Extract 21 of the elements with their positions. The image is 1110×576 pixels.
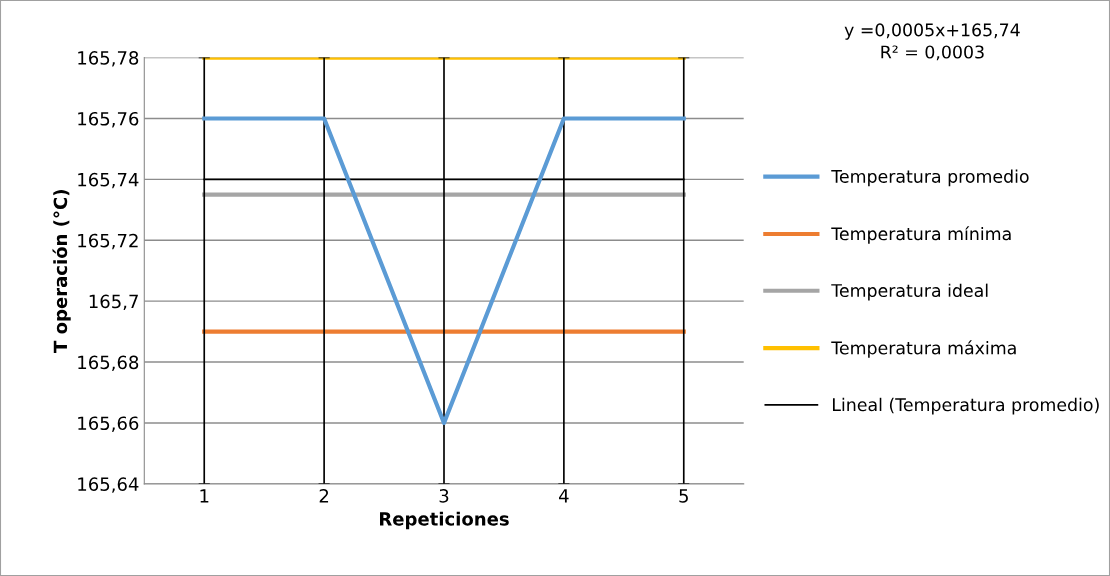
legend-label: Temperatura mínima: [831, 226, 1011, 244]
x-tick-label: 3: [439, 489, 449, 503]
y-tick-label: 165,66: [78, 416, 139, 432]
y-tick-label: 165,74: [78, 172, 139, 189]
legend-label: Lineal (Temperatura promedio): [832, 397, 1099, 415]
y-tick-label: 165,7: [89, 294, 138, 311]
text: y =0,0005x+165,74 R² = 0,0003: [844, 23, 1020, 61]
x-tick-label: 4: [559, 489, 569, 503]
y-tick-label: 165,68: [78, 355, 139, 372]
x-tick-label: 2: [319, 489, 329, 503]
x-axis-title: Repeticiones: [380, 511, 509, 530]
x-tick-label: 1: [200, 489, 209, 503]
legend-label: Temperatura promedio: [831, 169, 1029, 187]
x-tick-label: 5: [679, 489, 688, 503]
legend-label: Temperatura máxima: [831, 340, 1016, 358]
y-tick-label: 165,76: [78, 111, 139, 128]
y-tick-label: 165,78: [78, 51, 139, 67]
y-tick-label: 165,64: [78, 477, 139, 493]
y-tick-label: 165,72: [78, 233, 138, 250]
y-axis-title: T operación (°C): [52, 190, 71, 353]
legend-label: Temperatura ideal: [831, 283, 988, 301]
